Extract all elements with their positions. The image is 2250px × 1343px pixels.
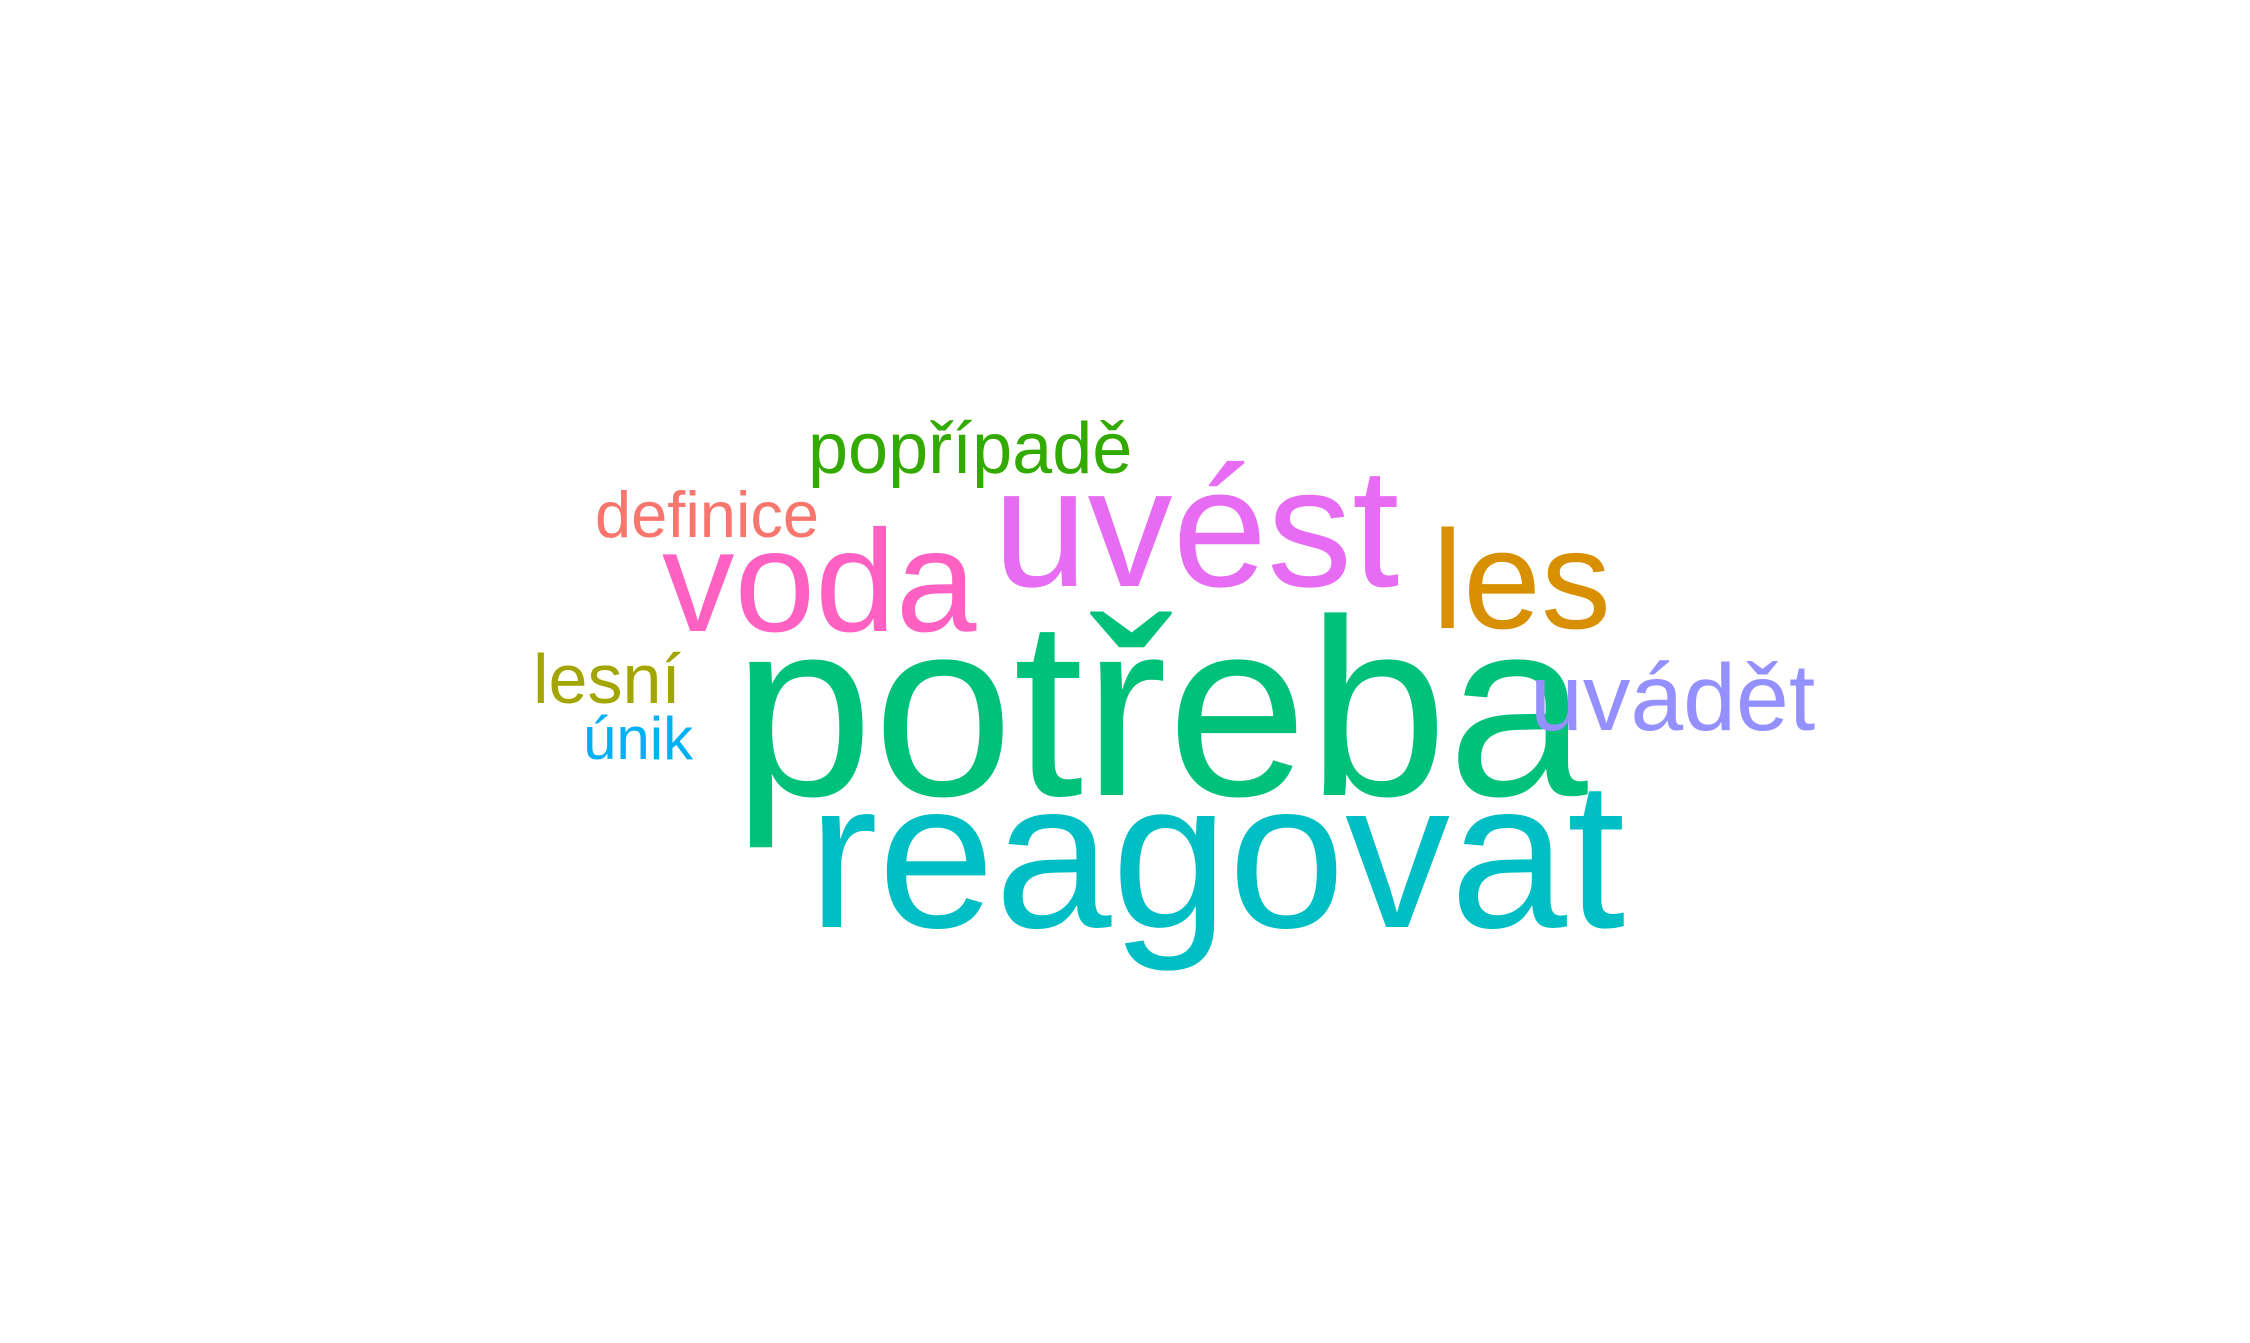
word-potreba: potřeba <box>733 568 1588 849</box>
word-lesni: lesní <box>533 640 681 718</box>
word-reagovat: reagovat <box>808 737 1626 972</box>
word-unik: únik <box>583 705 694 772</box>
word-uvest: uvést <box>993 433 1400 623</box>
word-definice: definice <box>595 478 820 551</box>
word-voda: voda <box>662 500 977 662</box>
word-poprípade: popřípadě <box>808 409 1133 489</box>
word-les: les <box>1432 501 1611 658</box>
word-uvadet: uvádět <box>1530 645 1816 751</box>
